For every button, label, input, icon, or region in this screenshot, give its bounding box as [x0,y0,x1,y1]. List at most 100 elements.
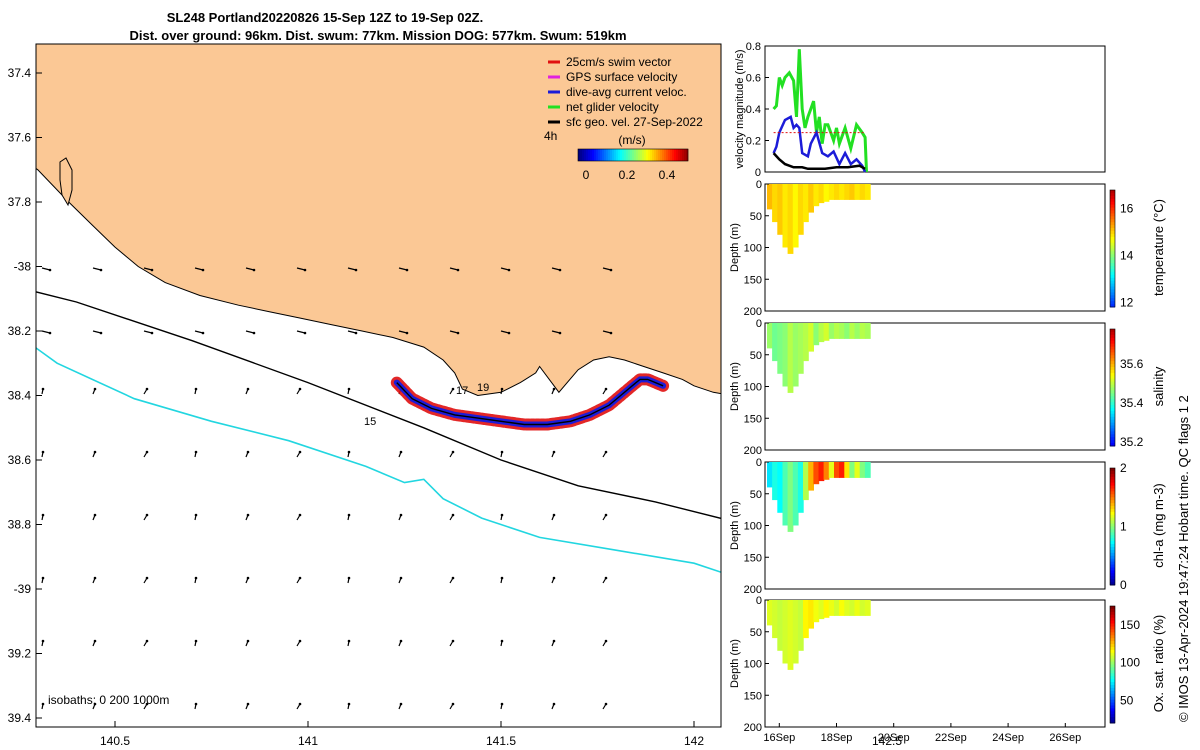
section-cell [772,184,778,223]
section-colorbar-cell [1110,355,1115,359]
velocity-arrow [296,267,306,271]
section-colorbar-cell [1110,190,1115,194]
section-colorbar-cell [1110,614,1115,619]
section-cell [859,600,866,616]
section-colorbar-cell [1110,233,1115,238]
velocity-arrow-head [194,576,198,580]
section-colorbar-cell [1110,582,1115,586]
section-colorbar-tick: 35.2 [1120,435,1144,449]
colorbar-cell [602,149,605,161]
section-colorbar-cell [1110,443,1115,447]
velocity-arrow-head [500,576,504,580]
section-colorbar-cell [1110,364,1115,368]
velocity-arrow-head [399,513,403,517]
section-colorbar-cell [1110,440,1115,444]
section-colorbar-cell [1110,485,1115,489]
section-colorbar-cell [1110,479,1115,484]
velocity-arrow [92,330,102,334]
section-cell [777,462,784,513]
section-colorbar-cell [1110,606,1115,610]
colorbar-cell [596,149,599,161]
velocity-arrow [143,330,153,334]
section-cell [839,462,845,478]
velocity-arrow-head [298,387,302,391]
velocity-arrow-head [354,268,358,272]
velocity-arrow-head [145,639,149,643]
section-colorbar-cell [1110,375,1115,380]
colorbar-cell [598,149,601,161]
velocity-arrow-head [298,639,302,643]
velocity-arrow-head [145,513,149,517]
section-cell [803,462,809,501]
section-colorbar-cell [1110,608,1115,613]
legend-label-swim: 25cm/s swim vector [566,55,671,69]
section-colorbar-frame [1109,605,1116,724]
section-colorbar-cell [1110,222,1115,226]
map-y-tick-label: 37.6 [8,131,32,145]
velocity-arrow [194,330,204,334]
colorbar-cell [682,149,685,161]
section-colorbar-cell [1110,434,1115,438]
section-cell [823,462,830,480]
colorbar-cell [648,149,651,161]
section-colorbar-cell [1110,239,1115,244]
section-colorbar-cell [1110,658,1115,662]
colorbar-cell [600,149,603,161]
section-colorbar-cell [1110,378,1115,383]
section-colorbar-cell [1110,638,1115,642]
section-y-tick-label: 100 [744,521,762,533]
section-colorbar-cell [1110,248,1115,252]
velocity-arrow-head [609,331,613,335]
map-y-tick-label: 38.4 [8,389,32,403]
velocity-arrow [245,267,255,271]
section-cell [787,323,794,393]
velocity-arrow-head [298,513,302,517]
velocity-arrow-head [604,450,608,454]
section-cell [864,462,871,478]
section-cell [844,184,851,200]
section-cell [787,184,794,254]
section-colorbar-cell [1110,673,1115,677]
section-colorbar-cell [1110,664,1115,668]
section-cell [813,323,820,346]
velocity-arrow-head [298,702,302,706]
velocity-arrow-head [399,639,403,643]
section-y-tick-label: 200 [744,445,762,457]
velocity-arrow-head [451,702,455,706]
section-colorbar-cell [1110,416,1115,421]
section-cell [787,600,794,670]
map-x-tick-label: 141 [298,734,318,748]
section-colorbar-cell [1110,286,1115,290]
glider-track-line [396,378,664,426]
land-area [36,44,721,397]
velocity-arrow-head [194,450,198,454]
section-colorbar-cell [1110,257,1115,261]
colorbar-cell [616,149,619,161]
section-colorbar-cell [1110,570,1115,574]
temperature-panel: 0 50 100 150 200 Depth (m) 12 14 16 temperature (… [729,179,1166,318]
velocity-arrow-head [145,702,149,706]
section-colorbar-cell [1110,242,1115,247]
section-cell [767,323,773,349]
velocity-arrow-head [41,576,45,580]
section-y-tick-label: 0 [756,595,762,607]
velocity-arrow [551,267,561,271]
legend-label-sfc: sfc geo. vel. 27-Sep-2022 [566,115,703,129]
velocity-arrow-head [303,268,307,272]
velocity-arrow-head [93,576,97,580]
section-cell [854,462,861,478]
section-colorbar-cell [1110,254,1115,258]
section-cell [818,323,825,343]
legend-label-dive_avg: dive-avg current veloc. [566,85,687,99]
colorbar-cell [632,149,635,161]
colorbar-cell [630,149,633,161]
section-colorbar-cell [1110,699,1115,703]
section-x-tick-label: 16Sep [763,732,795,744]
map-y-tick-label: 38.2 [8,324,32,338]
section-colorbar-cell [1110,274,1115,279]
velocity-arrow-head [552,513,556,517]
colorbar-cell [654,149,657,161]
section-y-tick-label: 50 [750,350,762,362]
